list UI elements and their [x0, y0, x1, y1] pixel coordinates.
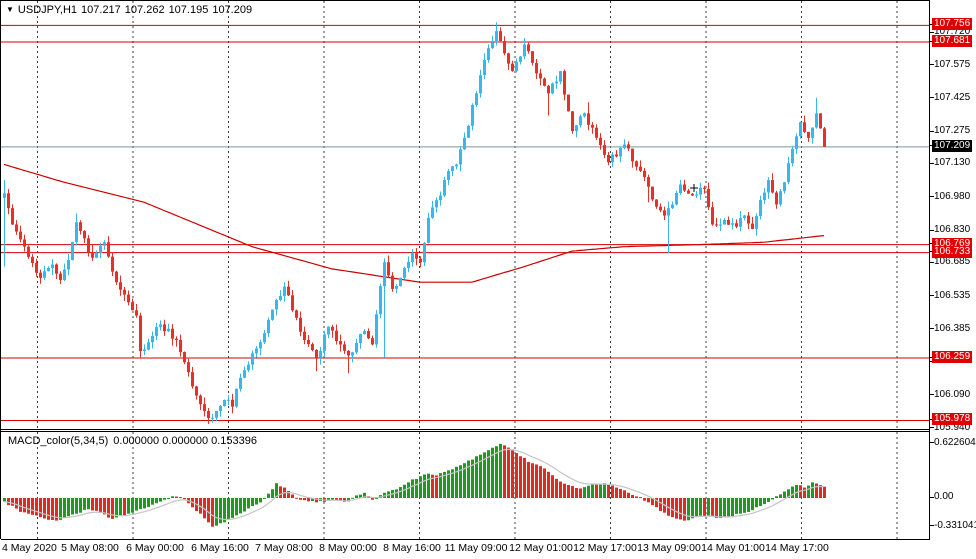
axis-tick	[930, 394, 934, 395]
ohlc-open: 107.217	[81, 4, 121, 16]
axis-tick	[930, 32, 934, 33]
axis-tick	[930, 230, 934, 231]
ohlc-low: 107.195	[168, 4, 209, 16]
macd-axis-label: -0.331041	[934, 520, 976, 531]
price-tick-label: 106.830	[934, 224, 971, 235]
chart-region[interactable]: ▼ USDJPY,H1 107.217 107.262 107.195 107.209 M…	[0, 0, 930, 540]
axis-tick	[930, 427, 934, 428]
level-price-label: 106.733	[932, 246, 973, 258]
chart-title: ▼ USDJPY,H1 107.217 107.262 107.195 107.209	[6, 4, 256, 16]
level-price-label: 107.681	[932, 35, 973, 47]
level-price-label: 106.259	[932, 351, 973, 363]
grid-layer	[37, 1, 898, 429]
axis-tick	[930, 328, 934, 329]
price-tick-label: 107.575	[934, 59, 971, 70]
axis-tick	[930, 442, 934, 443]
macd-axis-label: 0.00	[934, 491, 954, 502]
axis-tick	[930, 262, 934, 263]
ohlc-high: 107.262	[124, 4, 165, 16]
time-axis-label: 12 May 17:00	[573, 542, 637, 554]
price-tick-label: 105.940	[934, 422, 971, 433]
time-axis-label: 7 May 08:00	[255, 542, 313, 554]
macd-indicator-label: MACD_color(5,34,5) 0.000000 0.000000 0.15…	[8, 435, 262, 447]
candlestick-chart	[1, 1, 930, 429]
price-tick-label: 106.535	[934, 290, 971, 301]
macd-signal-line	[3, 448, 825, 521]
time-axis-label: 14 May 01:00	[701, 542, 765, 554]
price-axis-border	[929, 0, 930, 539]
level-price-label: 107.756	[932, 18, 973, 30]
axis-tick	[930, 497, 934, 498]
crosshair-marker	[690, 184, 698, 192]
pane-separator[interactable]	[1, 429, 930, 432]
time-axis-label: 8 May 00:00	[319, 542, 377, 554]
axis-tick	[930, 196, 934, 197]
axis-tick	[930, 131, 934, 132]
current-price-label: 107.209	[932, 140, 973, 152]
axis-tick	[930, 163, 934, 164]
price-tick-label: 106.980	[934, 191, 971, 202]
macd-name: MACD_color(5,34,5)	[8, 435, 109, 447]
time-axis-label: 14 May 17:00	[765, 542, 829, 554]
symbol-dropdown-icon[interactable]: ▼	[6, 5, 14, 14]
axis-tick	[930, 97, 934, 98]
time-axis-label: 6 May 00:00	[126, 542, 184, 554]
price-tick-label: 107.720	[934, 26, 971, 37]
moving-average-line	[3, 163, 825, 283]
price-tick-label: 107.425	[934, 92, 971, 103]
price-tick-label: 106.385	[934, 323, 971, 334]
level-lines-layer	[1, 24, 930, 421]
symbol-label: USDJPY,H1	[17, 4, 78, 16]
macd-axis-label: 0.622604	[934, 437, 976, 448]
time-axis-label: 4 May 2020	[2, 542, 57, 554]
macd-histogram	[3, 432, 898, 539]
time-axis-label: 13 May 09:00	[637, 542, 701, 554]
candles-layer	[3, 22, 826, 425]
time-axis-label: 12 May 01:00	[509, 542, 573, 554]
price-tick-label: 107.130	[934, 157, 971, 168]
macd-values: 0.000000 0.000000 0.153396	[113, 435, 258, 447]
time-axis-label: 5 May 08:00	[61, 542, 119, 554]
time-axis[interactable]: 4 May 2020 5 May 08:00 6 May 00:00 6 May 16…	[0, 539, 976, 559]
price-tick-label: 106.090	[934, 389, 971, 400]
time-axis-label: 6 May 16:00	[191, 542, 249, 554]
axis-tick	[930, 525, 934, 526]
time-axis-label: 11 May 09:00	[444, 542, 508, 554]
level-price-label: 105.978	[932, 413, 973, 425]
macd-pane[interactable]	[1, 432, 930, 540]
axis-tick	[930, 64, 934, 65]
axis-tick	[930, 295, 934, 296]
price-tick-label: 106.685	[934, 256, 971, 267]
price-tick-label: 107.275	[934, 125, 971, 136]
main-chart-pane[interactable]	[1, 1, 930, 429]
price-axis[interactable]: 107.720 107.575 107.425 107.275 107.130 106.9…	[930, 0, 976, 539]
ohlc-close: 107.209	[212, 4, 253, 16]
time-axis-label: 8 May 16:00	[383, 542, 441, 554]
